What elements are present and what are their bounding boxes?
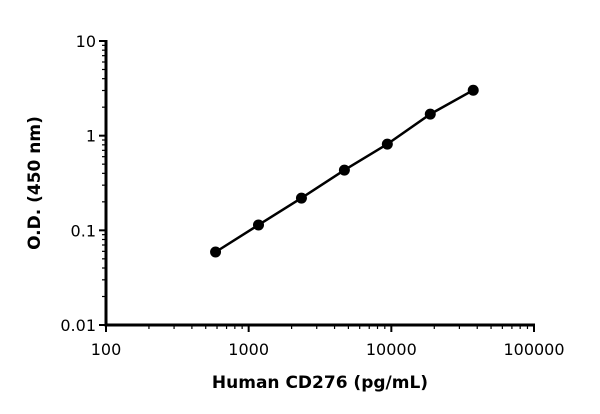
y-tick-label: 1: [86, 127, 96, 146]
y-tick-label: 0.01: [60, 316, 96, 335]
data-point: [467, 84, 479, 96]
axes: 0.01 0.1 1 10 100 1000 10000 100000: [60, 32, 564, 359]
data-point: [424, 108, 436, 120]
data-point: [295, 192, 307, 204]
data-point: [210, 246, 222, 258]
data-point: [338, 164, 350, 176]
x-tick-label: 100: [91, 340, 122, 359]
y-tick-label: 10: [76, 32, 96, 51]
data-series: [210, 84, 479, 258]
x-tick-label: 100000: [503, 340, 564, 359]
y-tick-label: 0.1: [71, 221, 96, 240]
data-point: [253, 219, 265, 231]
data-point: [381, 138, 393, 150]
x-tick-label: 10000: [366, 340, 417, 359]
x-tick-label: 1000: [228, 340, 269, 359]
y-axis-label: O.D. (450 nm): [25, 116, 45, 250]
x-axis-label: Human CD276 (pg/mL): [212, 373, 428, 393]
